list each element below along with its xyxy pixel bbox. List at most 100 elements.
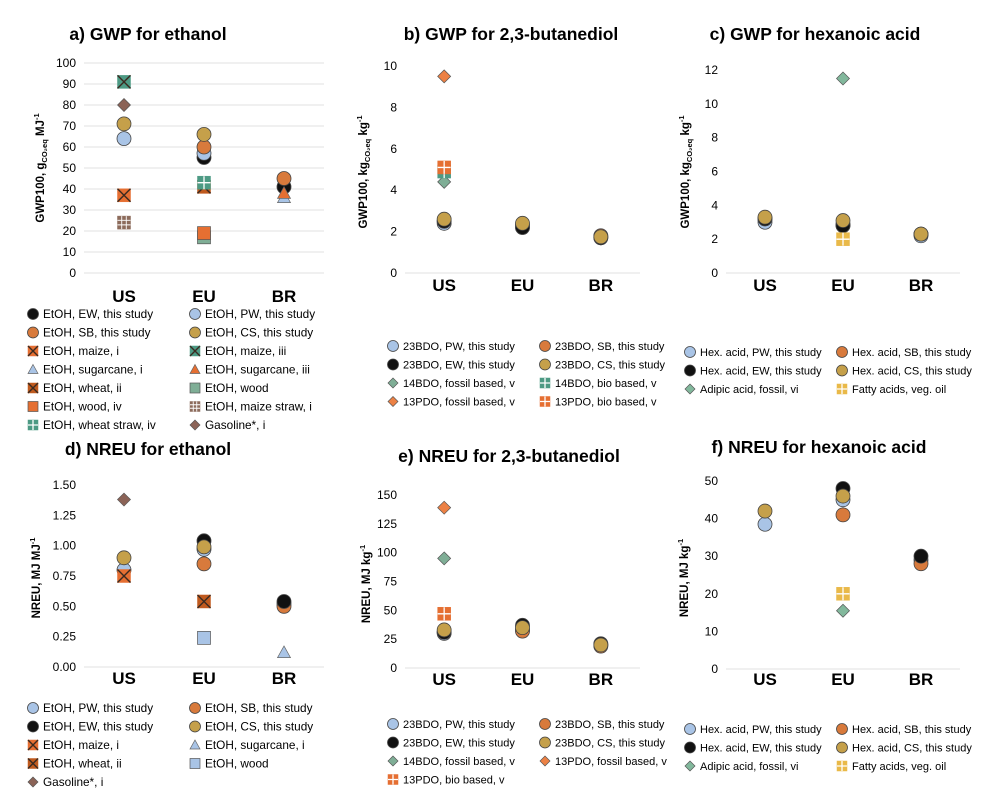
y-axis-label: NREU, MJ kg-1 [358,545,373,623]
legend-label: 23BDO, EW, this study [403,360,515,372]
data-point [593,229,609,245]
data-point [437,551,452,566]
y-tick-label: 90 [63,77,77,91]
legend-marker [836,346,848,358]
data-point [757,209,773,225]
category-label-eu: EU [831,276,855,295]
panel-f: f) NREU for hexanoic acid 0 10 20 30 40 50 US EU… [676,437,972,773]
legend-item: EtOH, wood [189,757,269,771]
y-tick-label: 0.00 [53,660,77,674]
panel-title: e) NREU for 2,3-butanediol [398,446,620,466]
legend-label: 13PDO, bio based, v [403,775,505,787]
legend-item: EtOH, EW, this study [27,720,153,734]
y-tick-label: 0.75 [53,569,77,583]
legend-marker [27,308,39,320]
legend-marker [189,702,201,714]
data-point [197,226,211,240]
legend-label: Hex. acid, PW, this study [700,724,822,736]
data-point [197,631,211,645]
data-point [835,507,851,523]
category-label-eu: EU [831,670,855,689]
legend-item: Hex. acid, PW, this study [684,346,822,359]
data-point [515,620,530,636]
legend-item: 23BDO, CS, this study [539,736,666,750]
legend-item: Hex. acid, SB, this study [836,346,972,359]
data-point [836,587,850,601]
data-point [117,569,131,583]
legend-marker [189,326,201,339]
legend-label: EtOH, wheat, ii [43,381,122,395]
data-point [196,126,212,142]
legend-marker [189,308,201,320]
legend-label: EtOH, wood [205,381,269,395]
category-label-us: US [432,276,456,295]
legend-marker [387,358,399,371]
data-point [437,160,451,175]
legend: EtOH, PW, this study EtOH, SB, this study… [27,701,313,789]
data-point [116,116,132,132]
legend-item: EtOH, SB, this study [27,326,151,340]
legend-marker [27,720,39,733]
legend-marker [189,363,201,374]
legend-label: 14BDO, fossil based, v [403,378,515,390]
legend-label: 13PDO, bio based, v [555,397,657,409]
legend-marker [189,382,201,394]
legend-label: 23BDO, SB, this study [555,719,665,731]
legend-label: Hex. acid, PW, this study [700,347,822,359]
data-point [593,637,609,653]
legend-item: 23BDO, CS, this study [539,358,666,372]
legend-label: Gasoline*, i [43,775,103,789]
panel-c: c) GWP for hexanoic acid 0 2 4 6 8 10 12 US EU BR G… [677,24,972,396]
legend-label: Hex. acid, SB, this study [852,724,972,736]
data-point [836,603,850,618]
category-label-br: BR [589,670,614,689]
y-axis-label: GWP100, gCO₂eq MJ-1 [32,113,49,222]
panel-title: a) GWP for ethanol [69,24,226,44]
legend-marker [27,326,39,339]
legend-label: EtOH, CS, this study [205,720,313,734]
y-tick-label: 8 [711,131,718,145]
legend-item: EtOH, maize straw, i [189,400,312,414]
data-point [196,139,212,155]
y-tick-label: 50 [63,161,77,175]
y-tick-label: 1.50 [53,478,77,492]
legend-marker [27,702,39,714]
category-label-eu: EU [511,670,535,689]
category-label-br: BR [272,669,297,688]
legend-item: Hex. acid, CS, this study [836,741,972,755]
y-tick-label: 75 [384,575,398,589]
legend-item: 14BDO, fossil based, v [387,755,515,768]
y-tick-label: 150 [377,488,397,502]
y-tick-label: 0.25 [53,630,77,644]
data-point [197,175,211,190]
legend-label: 23BDO, CS, this study [555,360,666,372]
legend-label: 23BDO, CS, this study [555,738,666,750]
panel-title: f) NREU for hexanoic acid [712,437,927,457]
category-label-us: US [112,287,136,306]
legend-marker [539,340,551,352]
legend-item: Fatty acids, veg. oil [836,760,946,773]
y-tick-label: 70 [63,119,77,133]
data-point [196,556,212,572]
legend-item: EtOH, PW, this study [27,701,153,715]
legend: EtOH, EW, this study EtOH, PW, this study… [27,307,315,432]
data-point [437,500,452,515]
legend-item: Adipic acid, fossil, vi [684,383,798,396]
y-tick-label: 2 [390,225,397,239]
legend: 23BDO, PW, this study 23BDO, SB, this stu… [387,340,666,409]
legend-label: Hex. acid, CS, this study [852,366,972,378]
legend-label: EtOH, sugarcane, iii [205,363,310,377]
legend-marker [27,363,39,374]
legend-marker [387,340,399,352]
y-axis-label: NREU, MJ MJ-1 [28,538,43,619]
data-point [836,71,850,86]
legend-marker [189,345,201,357]
data-point [437,174,452,189]
legend-item: Hex. acid, CS, this study [836,364,972,378]
legend-marker [684,383,696,395]
y-tick-label: 20 [63,224,77,238]
legend-label: 23BDO, SB, this study [555,341,665,353]
y-tick-label: 30 [705,549,719,563]
y-tick-label: 25 [384,632,398,646]
data-point [116,131,132,147]
